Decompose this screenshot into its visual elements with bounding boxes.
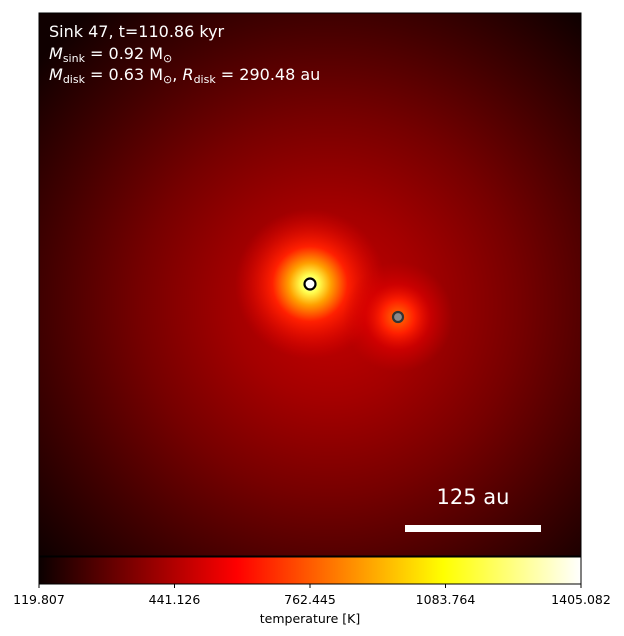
colorbar-tick-label: 441.126 xyxy=(149,592,201,607)
colorbar-tick-label: 762.445 xyxy=(284,592,336,607)
colorbar-tick-label: 119.807 xyxy=(13,592,65,607)
info-line-mdisk: Mdisk = 0.63 M⊙, Rdisk = 290.48 au xyxy=(49,65,320,86)
info-line-msink: Msink = 0.92 M⊙ xyxy=(49,44,172,65)
colorbar-ticks: 119.807 441.126 762.445 1083.764 1405.082 xyxy=(13,584,611,607)
colorbar-tick-label: 1083.764 xyxy=(416,592,476,607)
colorbar-label: temperature [K] xyxy=(260,611,361,626)
map-frame xyxy=(38,12,582,557)
primary-sink-marker xyxy=(303,277,317,291)
temperature-map: Sink 47, t=110.86 kyr Msink = 0.92 M⊙ Md… xyxy=(39,13,581,556)
colorbar-gradient xyxy=(39,557,581,584)
secondary-sink-marker xyxy=(391,310,405,324)
colorbar: 119.807 441.126 762.445 1083.764 1405.082 te… xyxy=(13,556,611,626)
scale-bar xyxy=(405,525,541,532)
info-line-1: Sink 47, t=110.86 kyr xyxy=(49,22,225,41)
scale-bar-label: 125 au xyxy=(437,485,510,509)
colorbar-tick-label: 1405.082 xyxy=(551,592,611,607)
